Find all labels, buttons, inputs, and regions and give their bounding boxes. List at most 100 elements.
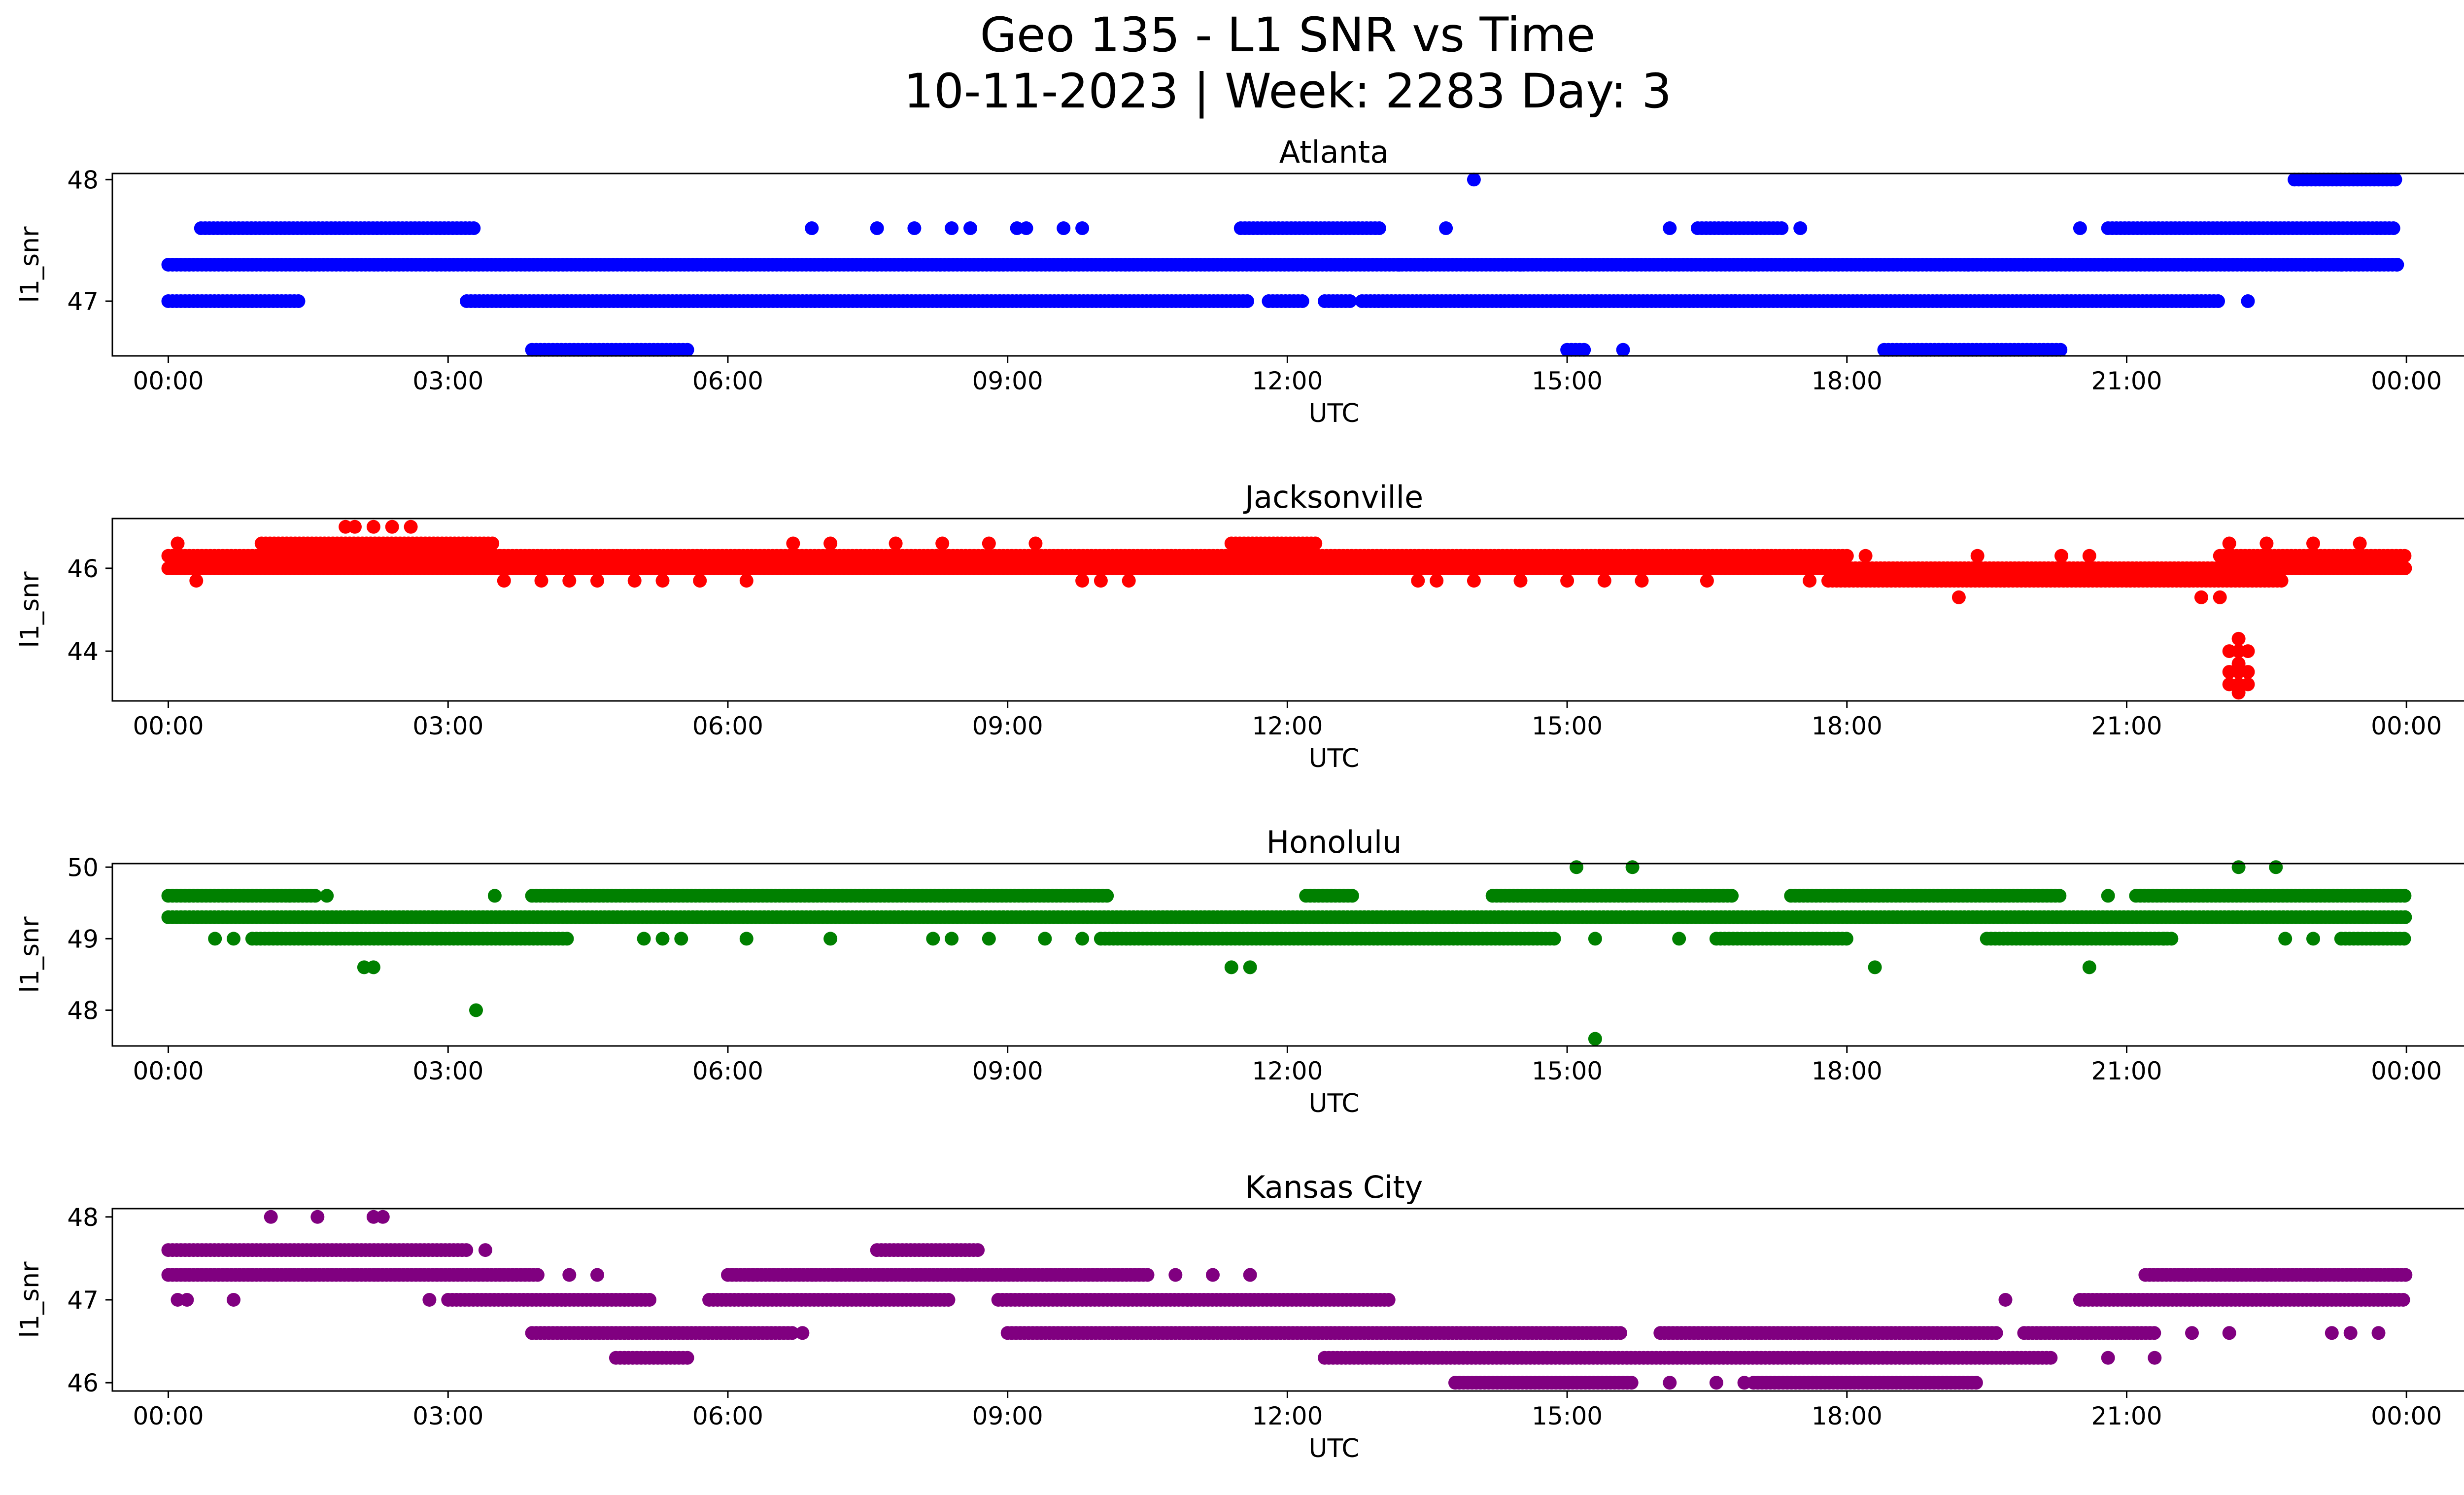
atlanta-title: Atlanta [1279,134,1389,170]
data-point [189,574,204,588]
jacksonville-points [161,520,2412,700]
data-point [590,574,604,588]
data-point [1075,574,1090,588]
data-point [1019,221,1033,235]
x-tick-label: 15:00 [1532,1057,1603,1085]
data-point [2306,536,2320,551]
data-point [1625,860,1640,874]
honolulu-points [161,860,2412,1046]
data-point [823,536,838,551]
data-point [2194,590,2208,604]
data-point [2334,258,2348,272]
data-point [982,536,996,551]
data-point [1224,960,1238,974]
atlanta-y-axis-label: l1_snr [15,226,45,303]
data-point [1672,932,1686,946]
data-point [1100,889,1114,903]
data-point [982,932,996,946]
data-point [2053,889,2067,903]
data-point [2388,173,2402,187]
x-tick-label: 00:00 [2371,1057,2442,1085]
data-point [2397,549,2412,563]
data-point [1513,258,1528,272]
x-tick-label: 09:00 [972,367,1043,395]
data-point [1075,221,1090,235]
honolulu-y-axis-label: l1_snr [15,916,45,993]
data-point [497,574,511,588]
data-point [655,574,670,588]
data-point [2222,644,2236,659]
data-point [786,536,800,551]
data-point [1663,221,1677,235]
data-point [870,221,884,235]
data-point [2278,932,2293,946]
figure-title-line2: 10-11-2023 | Week: 2283 Day: 3 [904,64,1672,119]
data-point [2390,258,2404,272]
y-tick-label: 44 [67,637,99,666]
data-point [739,574,753,588]
jacksonville-title: Jacksonville [1243,479,1423,515]
data-point [1140,1268,1155,1282]
data-point [1343,294,1357,308]
data-point [2101,889,2115,903]
data-point [534,574,548,588]
x-tick-label: 12:00 [1252,712,1323,740]
kansas-city-points [161,1210,2413,1390]
y-tick-label: 47 [67,287,99,316]
y-tick-label: 50 [67,853,99,882]
data-point [1295,294,1309,308]
data-point [1308,536,1323,551]
data-point [2274,574,2289,588]
x-tick-label: 00:00 [2371,367,2442,395]
data-point [1570,860,1583,874]
data-point [2147,1326,2161,1340]
x-tick-label: 00:00 [133,1057,204,1085]
data-point [1989,1326,2003,1340]
data-point [926,932,940,946]
data-point [637,932,651,946]
data-point [1094,574,1108,588]
data-point [1597,574,1611,588]
data-point [1961,258,1975,272]
data-point [385,520,399,534]
x-tick-label: 00:00 [133,367,204,395]
data-point [562,574,577,588]
data-point [2241,294,2255,308]
data-point [655,932,670,946]
data-point [282,889,297,903]
data-point [404,520,418,534]
data-point [643,1293,656,1307]
data-point [2157,932,2171,946]
x-tick-label: 18:00 [1812,1057,1882,1085]
x-tick-label: 12:00 [1252,367,1323,395]
data-point [530,1268,545,1282]
data-point [1588,932,1602,946]
atlanta-points [161,173,2404,357]
y-tick-label: 46 [67,555,99,583]
x-tick-label: 06:00 [692,1057,763,1085]
x-tick-label: 00:00 [2371,712,2442,740]
data-point [560,932,574,946]
data-point [2222,665,2236,679]
data-point [2211,294,2225,308]
data-point [941,1293,956,1307]
data-point [2222,536,2236,551]
data-point [1345,889,1359,903]
data-point [291,294,306,308]
data-point [2398,1268,2413,1282]
data-point [2241,665,2255,679]
data-point [469,1003,483,1017]
data-point [1951,590,1966,604]
data-point [2073,221,2087,235]
data-point [2082,960,2096,974]
data-point [2297,258,2311,272]
data-point [1038,932,1052,946]
data-point [889,536,903,551]
data-point [2306,932,2320,946]
kansas-city-title: Kansas City [1245,1169,1423,1205]
data-point [680,343,694,357]
data-point [2082,549,2096,563]
